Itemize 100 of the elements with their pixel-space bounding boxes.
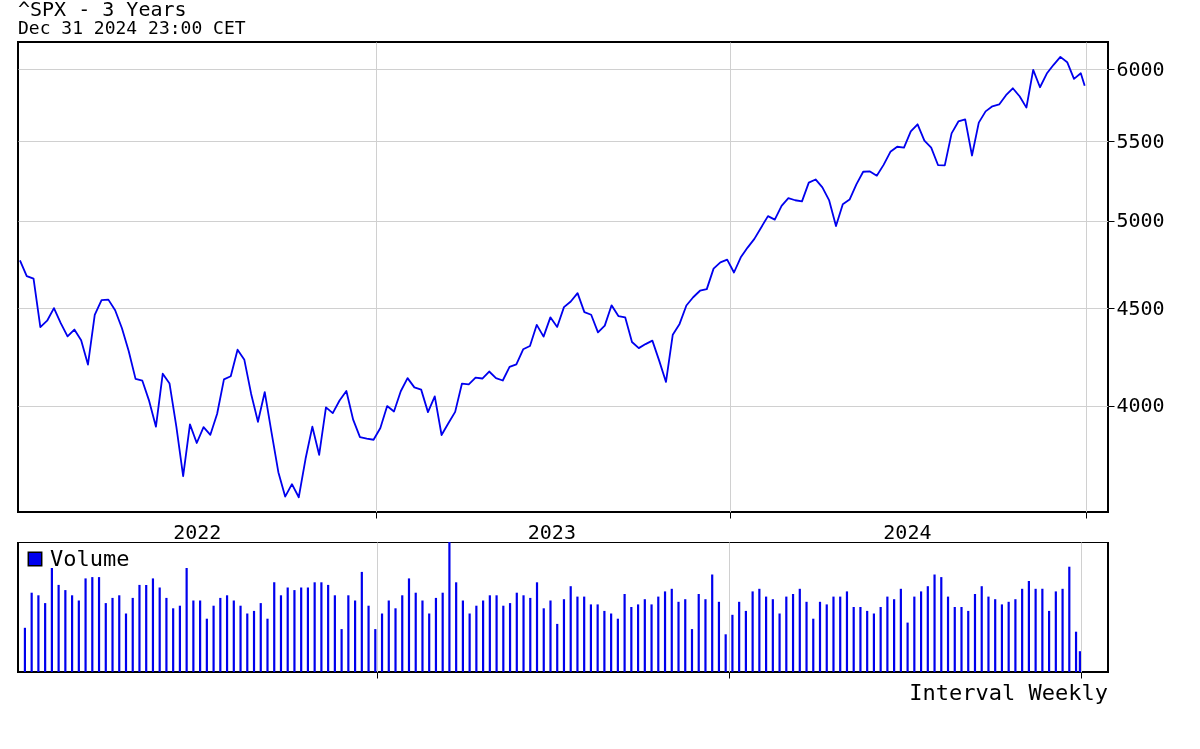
bar [832, 596, 835, 672]
bar [333, 595, 336, 672]
bar [50, 568, 53, 672]
bar [488, 595, 491, 672]
bar [273, 582, 276, 672]
bar [374, 629, 377, 672]
bar [771, 599, 774, 672]
bar [151, 578, 155, 672]
bar [535, 582, 539, 672]
bar [1034, 588, 1037, 672]
y-tick-label: 4500 [1116, 295, 1165, 320]
bar [239, 605, 242, 672]
bar [1048, 610, 1051, 672]
bar [738, 601, 741, 672]
bar [246, 613, 249, 672]
line-series [19, 55, 1086, 499]
bar [953, 607, 956, 672]
bar [717, 601, 721, 672]
bar [387, 600, 390, 672]
bar [502, 605, 505, 672]
bar [576, 596, 579, 672]
bar [300, 587, 303, 672]
bar [118, 595, 121, 672]
x-tick-label: 2023 [527, 519, 576, 544]
bar [212, 605, 215, 672]
bar [428, 613, 431, 672]
bar [859, 607, 862, 672]
bar [663, 591, 667, 672]
bar [279, 595, 283, 672]
bar [751, 591, 754, 672]
bar [879, 607, 882, 672]
bar [650, 604, 653, 672]
bar [556, 623, 559, 672]
bar [785, 596, 788, 672]
bar [744, 610, 747, 672]
bar [886, 596, 889, 672]
bar [1074, 631, 1078, 672]
bar [360, 571, 363, 672]
bar [913, 596, 916, 672]
bar [165, 597, 168, 672]
bar [185, 568, 188, 672]
bar [960, 607, 963, 672]
bar [421, 600, 424, 672]
bar [946, 596, 950, 672]
bar [711, 574, 714, 672]
bar [37, 595, 40, 672]
bar [542, 608, 545, 672]
bar [111, 597, 114, 672]
bar [482, 600, 485, 672]
bar [320, 582, 323, 672]
bar [724, 634, 727, 672]
bar [893, 599, 896, 672]
bar [199, 600, 202, 672]
bar [569, 586, 572, 672]
bar [124, 613, 128, 672]
legend-label: Volume [50, 546, 130, 571]
bar [1068, 566, 1071, 672]
bar [353, 600, 357, 672]
bar [549, 600, 552, 672]
bar [145, 584, 148, 672]
bar [172, 608, 175, 672]
bar [266, 618, 269, 672]
bar [225, 595, 229, 672]
bar [380, 613, 384, 672]
bar [367, 605, 370, 672]
bar [623, 594, 626, 672]
bar [205, 618, 208, 672]
bar [872, 613, 876, 672]
bar [670, 588, 673, 672]
bar [973, 594, 977, 672]
bar [899, 588, 902, 672]
bar [940, 577, 943, 672]
bar [475, 605, 478, 672]
bar [643, 599, 646, 672]
y-tick-label: 5500 [1116, 128, 1165, 153]
bar [731, 614, 734, 672]
bar [798, 588, 801, 672]
bar [603, 610, 606, 672]
bar [461, 600, 464, 672]
bar [64, 590, 67, 672]
bar [758, 588, 761, 672]
bar [515, 592, 518, 672]
bar [866, 610, 869, 672]
bar [306, 587, 310, 672]
bar [690, 629, 694, 672]
bar [994, 599, 997, 672]
y-tick-label: 5000 [1116, 208, 1165, 233]
bar [84, 578, 87, 672]
bar [313, 582, 316, 672]
bar [77, 600, 80, 672]
bar [805, 601, 808, 672]
bar [933, 574, 936, 672]
bar [178, 605, 181, 672]
bar [131, 597, 134, 672]
bar [508, 603, 512, 672]
bar [252, 610, 256, 672]
bar [906, 622, 909, 672]
bar [522, 595, 525, 672]
bar [104, 603, 107, 672]
bar [1000, 604, 1004, 672]
